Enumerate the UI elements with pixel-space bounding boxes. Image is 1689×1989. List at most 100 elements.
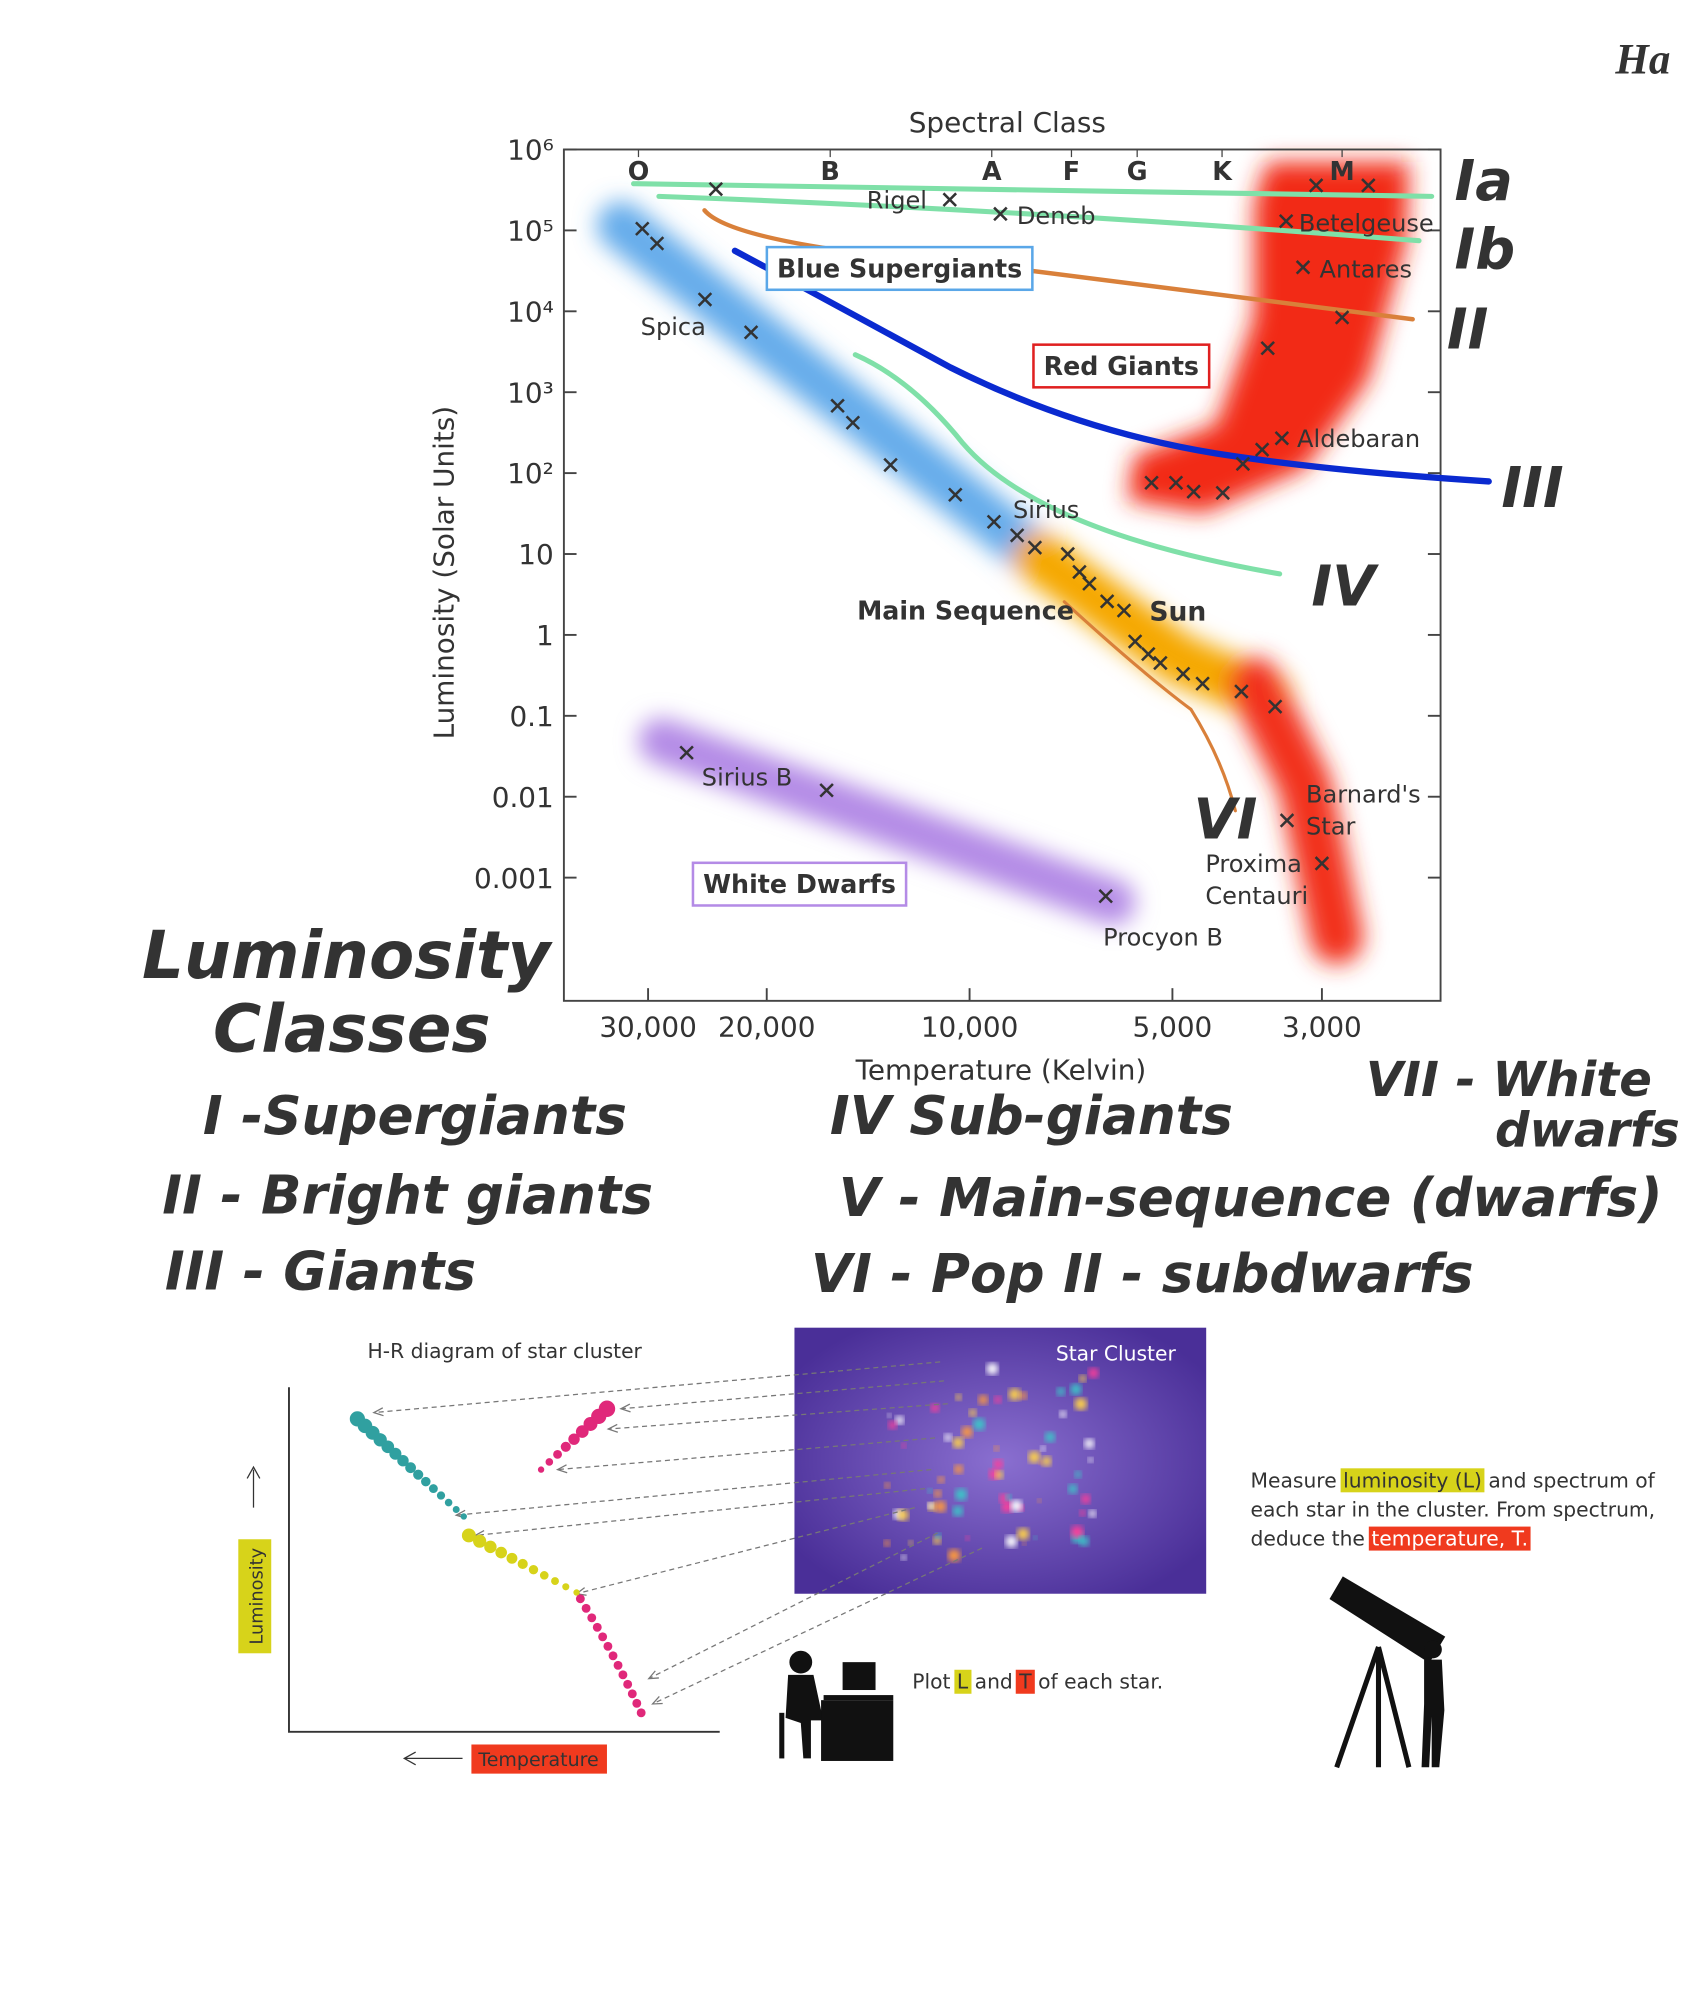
illustration-dot [421, 1476, 431, 1487]
cluster-star [1001, 1501, 1013, 1513]
star-marker [1195, 676, 1210, 691]
cluster-star [947, 1549, 961, 1562]
legend-item: VII - White [1366, 1052, 1652, 1108]
cluster-star [993, 1459, 1004, 1470]
star-marker [1141, 646, 1156, 662]
illustration-dot [603, 1641, 613, 1651]
illustration-dot [428, 1484, 438, 1494]
red-dwarf-band [1227, 657, 1364, 965]
star-label: Spica [641, 313, 706, 341]
cluster-star [1033, 1535, 1038, 1540]
class-iii-line [731, 247, 1492, 485]
star-marker [819, 783, 834, 798]
cluster-star [995, 1470, 1004, 1480]
y-tick-label: 10² [507, 457, 554, 490]
cluster-star [973, 1418, 986, 1431]
red-giant-region [1127, 162, 1409, 514]
star-marker [1009, 528, 1025, 543]
caption-part: temperature, T. [1371, 1527, 1528, 1551]
spectral-class-label: G [1127, 156, 1148, 186]
class-mark: IV [1311, 555, 1379, 620]
cluster-star [883, 1540, 891, 1547]
cluster-star [935, 1532, 942, 1539]
illustration-dot [495, 1546, 508, 1559]
star-marker [1072, 564, 1087, 580]
illustration-dots [349, 1400, 646, 1718]
legend-heading: Luminosity [142, 917, 553, 994]
pointer-arrow [373, 1361, 941, 1414]
illustration-dot [405, 1462, 416, 1474]
star-label: Procyon B [1103, 924, 1223, 952]
x-axis-title: Temperature (Kelvin) [855, 1053, 1147, 1086]
cluster-star [888, 1420, 897, 1430]
star-marker [1254, 442, 1270, 457]
glow-bands [596, 162, 1409, 965]
class-mark: VI [1194, 788, 1258, 853]
cluster-star [1070, 1525, 1084, 1539]
cluster-star [952, 1505, 964, 1517]
illustration-dot [627, 1689, 637, 1699]
legend-item: III - Giants [165, 1241, 476, 1303]
pointer-arrow [620, 1380, 945, 1410]
pointer-head [651, 1695, 663, 1705]
cluster-star [993, 1445, 1000, 1452]
cluster-star [1074, 1397, 1087, 1411]
cluster-star [955, 1488, 968, 1501]
illustration-dot [636, 1708, 646, 1718]
star-marker [942, 192, 958, 207]
illustration-x-label: Temperature [477, 1749, 598, 1771]
star-label: Barnard's Star [1306, 781, 1421, 841]
illustration-dot [573, 1589, 580, 1596]
star-marker [1127, 634, 1143, 649]
star-label: Deneb [1017, 202, 1096, 230]
star-marker [1235, 456, 1251, 472]
spectral-class-label: A [982, 156, 1002, 186]
plot-frame [562, 148, 1442, 1002]
cluster-star [1068, 1484, 1078, 1494]
cluster-star [1022, 1541, 1027, 1546]
x-tick-label: 10,000 [921, 1010, 1018, 1043]
measure-caption: Measure luminosity (L) and spectrum of ea… [1251, 1468, 1656, 1550]
spectral-class-label: K [1212, 156, 1233, 186]
caption-part: and [975, 1670, 1013, 1694]
y-tick-label: 10⁴ [507, 295, 554, 328]
illustration-dot [592, 1622, 602, 1632]
illustration-dot [389, 1447, 402, 1460]
x-tick-label: 30,000 [599, 1010, 696, 1043]
region-labels: Blue Supergiants Red Giants Main Sequenc… [691, 245, 1211, 907]
legend-heading: Classes [213, 991, 491, 1068]
region-box [691, 861, 908, 907]
cluster-star [895, 1415, 904, 1425]
cluster-star [965, 1535, 970, 1541]
star-marker [830, 398, 845, 413]
cluster-star [1059, 1410, 1067, 1418]
pointer-arrows [372, 1361, 983, 1705]
cluster-star [1087, 1457, 1094, 1463]
spectral-class-label: O [628, 156, 650, 186]
illustration-dot [460, 1513, 467, 1520]
class-mark: III [1501, 456, 1563, 521]
cluster-star [1056, 1387, 1066, 1396]
cluster-star [1037, 1498, 1042, 1504]
cluster-star [937, 1476, 945, 1484]
cluster-star [978, 1394, 988, 1405]
cluster-star [1040, 1445, 1046, 1452]
star-marker [1153, 655, 1168, 671]
class-mark: Ib [1455, 218, 1516, 283]
illustration-dot [587, 1613, 597, 1623]
illustration-dot [560, 1441, 571, 1452]
star-label: Sun [1149, 597, 1206, 628]
illustration-dot [461, 1528, 476, 1543]
cluster-star [1070, 1383, 1082, 1395]
illustration-dot [632, 1698, 642, 1708]
illustration-dot [608, 1651, 618, 1661]
illustration-dot [613, 1660, 623, 1670]
star-marker [1168, 475, 1184, 490]
pointer-arrow [557, 1437, 936, 1471]
highlight [1015, 1669, 1035, 1694]
illustration-dot [553, 1449, 562, 1459]
region-label: Main Sequence [857, 596, 1074, 626]
caption-part: L [957, 1670, 969, 1694]
